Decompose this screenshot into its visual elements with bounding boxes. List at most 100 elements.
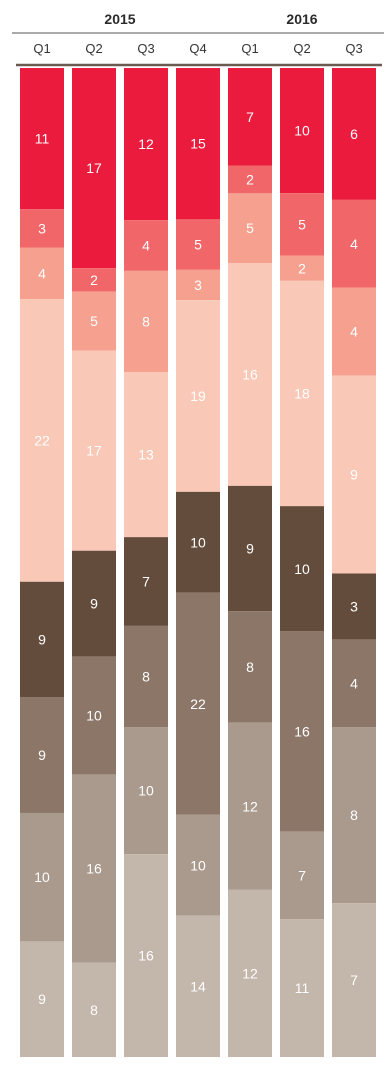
bar-segment	[20, 941, 64, 1057]
bar-value-label: 5	[298, 216, 306, 232]
bar-value-label: 8	[142, 669, 150, 685]
bar-segment	[124, 727, 168, 855]
bar-value-label: 7	[350, 972, 358, 988]
quarter-label: Q2	[85, 41, 102, 56]
bar-segment	[72, 774, 116, 963]
bar-segment	[20, 581, 64, 698]
bar-segment	[228, 193, 272, 264]
bar-value-label: 5	[90, 313, 98, 329]
bar-segment	[176, 300, 220, 492]
bar-segment	[72, 291, 116, 351]
bar-segment	[332, 199, 376, 288]
bar-value-label: 10	[294, 123, 310, 139]
bar-segment	[72, 68, 116, 269]
bar-segment	[228, 68, 272, 166]
bar-value-label: 11	[295, 980, 310, 996]
bar-value-label: 4	[142, 238, 150, 254]
bar-value-label: 17	[86, 160, 102, 176]
bar-segment	[332, 903, 376, 1057]
bar-segment	[332, 639, 376, 728]
quarter-label: Q3	[137, 41, 154, 56]
bar-value-label: 3	[194, 277, 202, 293]
bar-value-label: 8	[246, 659, 254, 675]
bar-value-label: 4	[350, 675, 358, 691]
bar-segment	[20, 247, 64, 300]
bar-value-label: 9	[38, 991, 46, 1007]
year-label: 2015	[104, 11, 135, 27]
bar-value-label: 4	[350, 236, 358, 252]
bar-value-label: 10	[34, 869, 50, 885]
bar-segment	[124, 854, 168, 1057]
bar-value-label: 6	[350, 126, 358, 142]
bar-value-label: 9	[90, 596, 98, 612]
bar-value-label: 22	[34, 432, 50, 448]
bar-segment	[280, 631, 324, 832]
year-label: 2016	[286, 11, 317, 27]
bar-segment	[124, 537, 168, 626]
bar-value-label: 5	[246, 220, 254, 236]
bar-segment	[228, 485, 272, 612]
bar-value-label: 12	[242, 798, 258, 814]
bar-segment	[20, 68, 64, 210]
bar-segment	[72, 550, 116, 657]
bar-segment	[72, 656, 116, 775]
bar-value-label: 5	[194, 237, 202, 253]
bar-segment	[228, 722, 272, 890]
bar-value-label: 8	[350, 807, 358, 823]
bar-segment	[124, 625, 168, 728]
bar-value-label: 16	[242, 366, 258, 382]
bar-segment	[124, 68, 168, 221]
bar-value-label: 18	[294, 385, 310, 401]
quarter-label: Q2	[293, 41, 310, 56]
bar-segment	[332, 375, 376, 574]
bar-value-label: 12	[242, 965, 258, 981]
bar-segment	[228, 889, 272, 1057]
bar-value-label: 9	[38, 632, 46, 648]
bar-segment	[280, 193, 324, 256]
bar-segment	[20, 697, 64, 813]
bar-value-label: 16	[294, 724, 310, 740]
bar-value-label: 22	[190, 696, 206, 712]
bar-segment	[280, 506, 324, 632]
bar-segment	[176, 219, 220, 270]
bar-segment	[176, 814, 220, 916]
bar-segment	[72, 268, 116, 292]
bar-segment	[124, 220, 168, 271]
quarter-label: Q4	[189, 41, 206, 56]
bar-value-label: 13	[138, 447, 154, 463]
bar-segment	[20, 299, 64, 582]
bar-value-label: 7	[246, 109, 254, 125]
bar-value-label: 9	[246, 541, 254, 557]
bar-segment	[280, 255, 324, 281]
bar-value-label: 3	[38, 221, 46, 237]
bar-value-label: 14	[190, 978, 206, 994]
bar-segment	[280, 68, 324, 194]
bar-segment	[280, 831, 324, 920]
quarter-label: Q1	[241, 41, 258, 56]
bar-value-label: 10	[190, 857, 206, 873]
bar-value-label: 10	[190, 534, 206, 550]
bar-value-label: 2	[246, 171, 254, 187]
bar-value-label: 16	[86, 861, 102, 877]
bar-segment	[228, 263, 272, 486]
bar-segment	[72, 962, 116, 1057]
bar-value-label: 19	[190, 388, 206, 404]
bar-segment	[332, 573, 376, 640]
bar-segment	[228, 165, 272, 194]
bar-value-label: 10	[86, 708, 102, 724]
bar-value-label: 11	[35, 131, 50, 147]
bar-segment	[176, 915, 220, 1057]
bar-value-label: 12	[138, 136, 154, 152]
bar-value-label: 17	[86, 443, 102, 459]
bar-value-label: 10	[294, 561, 310, 577]
bar-value-label: 8	[90, 1002, 98, 1018]
bar-value-label: 7	[298, 867, 306, 883]
bar-value-label: 2	[298, 260, 306, 276]
bar-value-label: 7	[142, 574, 150, 590]
bar-segment	[124, 270, 168, 373]
bar-segment	[332, 727, 376, 904]
bar-segment	[72, 350, 116, 551]
bar-segment	[280, 280, 324, 507]
bar-segment	[280, 919, 324, 1057]
